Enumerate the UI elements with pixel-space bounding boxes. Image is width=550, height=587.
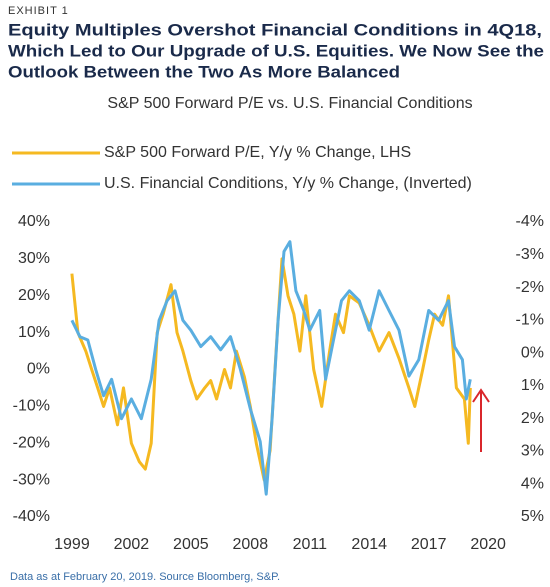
y-tick-label: -40%: [13, 508, 50, 525]
y2-tick-label: 3%: [521, 443, 544, 460]
x-tick-label: 2011: [293, 536, 328, 553]
title-line: Outlook Between the Two As More Balanced: [8, 62, 400, 81]
y-tick-label: 30%: [18, 250, 50, 267]
y2-tick-label: 4%: [521, 475, 544, 492]
x-tick-label: 2020: [470, 536, 506, 553]
y2-tick-label: 2%: [521, 410, 544, 427]
y2-tick-label: -1%: [516, 312, 544, 329]
x-tick-label: 2008: [233, 536, 269, 553]
legend-label: S&P 500 Forward P/E, Y/y % Change, LHS: [104, 144, 411, 161]
y-tick-label: -20%: [13, 434, 50, 451]
y2-tick-label: 1%: [521, 377, 544, 394]
x-tick-label: 1999: [54, 536, 90, 553]
y-tick-label: -10%: [13, 398, 50, 415]
arrow-head: [472, 388, 490, 403]
series-line: [70, 240, 472, 496]
y-tick-label: 10%: [18, 324, 50, 341]
x-tick-label: 2002: [114, 536, 150, 553]
y-tick-label: 20%: [18, 287, 50, 304]
y2-tick-label: -3%: [516, 246, 544, 263]
footnote: Data as at February 20, 2019. Source Blo…: [10, 571, 280, 583]
y2-tick-label: 0%: [521, 344, 544, 361]
title-line: Equity Multiples Overshot Financial Cond…: [8, 20, 542, 39]
x-tick-label: 2005: [173, 536, 209, 553]
y2-tick-label: -4%: [516, 213, 544, 230]
y-tick-label: 40%: [18, 213, 50, 230]
subtitle: S&P 500 Forward P/E vs. U.S. Financial C…: [107, 95, 472, 112]
y-tick-label: 0%: [27, 361, 50, 378]
x-tick-label: 2014: [351, 536, 387, 553]
exhibit-label: EXHIBIT 1: [8, 5, 69, 17]
title-line: Which Led to Our Upgrade of U.S. Equitie…: [8, 41, 544, 60]
y-tick-label: -30%: [13, 471, 50, 488]
y2-tick-label: -2%: [516, 279, 544, 296]
legend-label: U.S. Financial Conditions, Y/y % Change,…: [104, 175, 472, 192]
x-tick-label: 2017: [411, 536, 447, 553]
y2-tick-label: 5%: [521, 508, 544, 525]
